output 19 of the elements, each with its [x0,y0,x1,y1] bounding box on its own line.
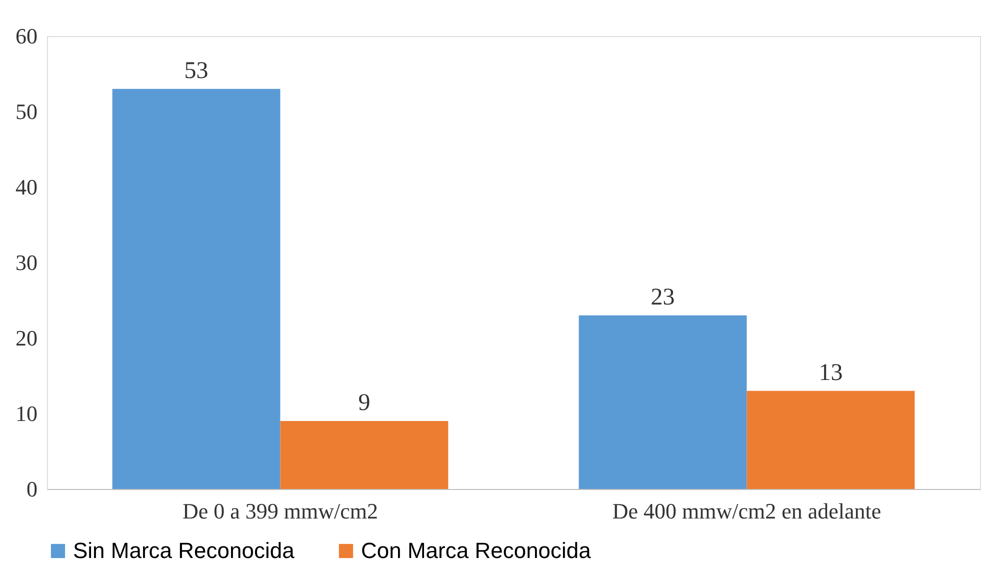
y-tick-label: 40 [16,174,38,200]
bar [112,88,280,489]
data-label: 23 [650,284,675,310]
data-label: 13 [818,360,843,386]
data-label: 53 [184,58,208,84]
y-tick-label: 20 [16,326,38,350]
bar [578,315,747,489]
bar [746,390,915,489]
bar [280,421,448,489]
y-tick-label: 0 [26,476,38,502]
data-label: 9 [358,390,370,416]
y-tick-label: 30 [16,250,38,275]
x-tick-label: De 400 mmw/cm2 en adelante [612,498,882,524]
y-tick-label: 50 [16,99,38,124]
y-tick-label: 60 [16,24,38,48]
x-tick-label: De 0 a 399 mmw/cm2 [182,498,378,524]
legend-label: Sin Marca Reconocida [73,538,296,563]
legend-label: Con Marca Reconocida [361,538,592,563]
y-tick-label: 10 [16,401,38,426]
